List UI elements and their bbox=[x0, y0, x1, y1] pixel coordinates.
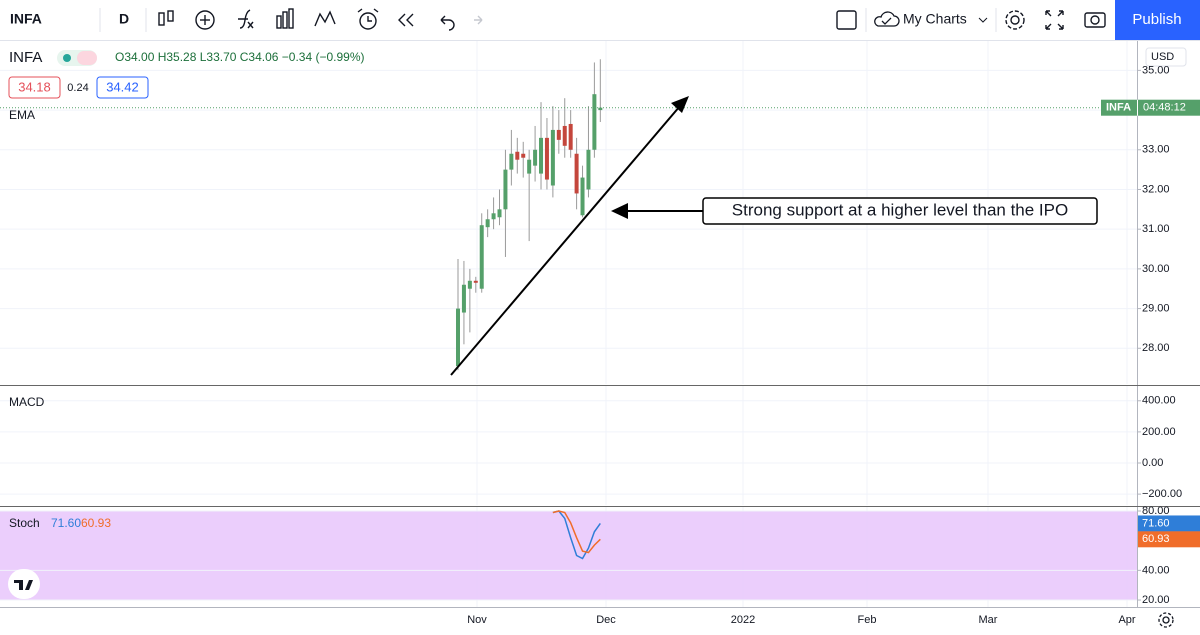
price-badge bbox=[1101, 99, 1200, 116]
y-tick-label: 30.00 bbox=[1142, 263, 1170, 275]
badge-value: 71.60 bbox=[1142, 517, 1170, 529]
x-tick-label: Apr bbox=[1118, 614, 1135, 626]
candle-body bbox=[515, 151, 520, 160]
pane-title: Stoch bbox=[9, 516, 40, 530]
y-tick-label: 20.00 bbox=[1142, 594, 1170, 606]
x-tick-label: Dec bbox=[596, 614, 616, 626]
ema-label: EMA bbox=[9, 108, 35, 122]
arrow-head bbox=[611, 203, 628, 219]
y-tick-label: 80.00 bbox=[1142, 505, 1170, 517]
bid: 34.18 bbox=[18, 79, 51, 94]
annotation-box bbox=[702, 197, 1098, 225]
annotation: Strong support at a higher level than th… bbox=[732, 200, 1068, 219]
publish-label[interactable]: Publish bbox=[1132, 11, 1181, 28]
dropdown-icon[interactable] bbox=[978, 17, 988, 23]
candle-body bbox=[574, 153, 579, 194]
y-tick-label: 33.00 bbox=[1142, 144, 1170, 156]
toolbar-icons-right[interactable] bbox=[1005, 10, 1106, 30]
y-tick-label: 40.00 bbox=[1142, 564, 1170, 576]
bid-box bbox=[8, 76, 61, 99]
status-dot bbox=[63, 54, 71, 62]
candle-body bbox=[503, 169, 508, 210]
legend-value: 60.93 bbox=[81, 516, 111, 530]
toolbar: INFA D My Charts Publish bbox=[0, 0, 1200, 41]
candle-body bbox=[456, 308, 460, 367]
candle-body bbox=[509, 153, 514, 170]
candle-body bbox=[461, 284, 466, 313]
stoch-band bbox=[0, 511, 1137, 601]
currency-box[interactable] bbox=[1145, 47, 1187, 67]
y-tick-label: 35.00 bbox=[1142, 64, 1170, 76]
ask-box bbox=[96, 76, 149, 99]
marks bbox=[0, 59, 1137, 560]
interval[interactable]: D bbox=[119, 11, 129, 27]
y-tick-label: 400.00 bbox=[1142, 395, 1176, 407]
candle-body bbox=[527, 159, 532, 174]
candle-body bbox=[580, 177, 585, 216]
settings-icon[interactable] bbox=[1158, 612, 1174, 628]
badge-countdown: 04:48:12 bbox=[1143, 102, 1186, 114]
legend-ohlc: O34.00 H35.28 L33.70 C34.06 −0.34 (−0.99… bbox=[115, 50, 365, 64]
y-tick-label: 31.00 bbox=[1142, 223, 1170, 235]
x-tick-label: Feb bbox=[858, 614, 877, 626]
publish-button[interactable] bbox=[1115, 0, 1200, 40]
x-tick-label: Nov bbox=[467, 614, 487, 626]
my-charts[interactable]: My Charts bbox=[903, 11, 967, 27]
pane-title: MACD bbox=[9, 395, 45, 409]
currency[interactable]: USD bbox=[1151, 51, 1174, 63]
candle-body bbox=[467, 280, 472, 289]
stoch-line bbox=[552, 510, 601, 560]
layout-icon[interactable] bbox=[836, 10, 857, 30]
candle-body bbox=[485, 219, 490, 228]
legend-symbol: INFA bbox=[9, 49, 42, 66]
drawings: Strong support at a higher level than th… bbox=[450, 96, 1098, 376]
arrow-head bbox=[671, 96, 689, 113]
y-tick-label: 0.00 bbox=[1142, 457, 1163, 469]
logo-bg[interactable] bbox=[8, 569, 40, 599]
candle-body bbox=[592, 94, 597, 150]
candle-body bbox=[521, 153, 526, 158]
y-tick-label: 28.00 bbox=[1142, 342, 1170, 354]
trend-line bbox=[450, 105, 681, 376]
candle-body bbox=[539, 137, 544, 174]
x-tick-label: 2022 bbox=[731, 614, 755, 626]
value-badge bbox=[1138, 515, 1200, 532]
y-tick-label: 200.00 bbox=[1142, 426, 1176, 438]
badge-value: 60.93 bbox=[1142, 533, 1170, 545]
spread: 0.24 bbox=[67, 82, 88, 94]
value-badge bbox=[1138, 531, 1200, 548]
candle-body bbox=[556, 129, 561, 140]
y-tick-label: 32.00 bbox=[1142, 183, 1170, 195]
status-delay bbox=[77, 51, 97, 65]
grid bbox=[0, 41, 1141, 607]
stoch-line bbox=[552, 510, 601, 554]
candle-body bbox=[479, 225, 484, 289]
candle-body bbox=[533, 149, 538, 166]
x-tick-label: Mar bbox=[979, 614, 998, 626]
candle-body bbox=[598, 107, 603, 111]
cloud-icon[interactable] bbox=[874, 11, 900, 27]
legend-value: 71.60 bbox=[51, 516, 81, 530]
symbol[interactable]: INFA bbox=[10, 11, 42, 27]
y-tick-label: 29.00 bbox=[1142, 302, 1170, 314]
toolbar-icons[interactable] bbox=[158, 8, 483, 31]
candle-body bbox=[544, 137, 549, 180]
ask: 34.42 bbox=[106, 79, 139, 94]
y-tick-label: −200.00 bbox=[1142, 488, 1182, 500]
candle-body bbox=[550, 129, 555, 186]
candle-body bbox=[586, 149, 591, 190]
badge-symbol: INFA bbox=[1106, 102, 1131, 114]
candle-body bbox=[497, 209, 502, 218]
candle-body bbox=[491, 213, 496, 220]
candle-body bbox=[568, 123, 573, 150]
candle-body bbox=[562, 125, 567, 146]
logo[interactable] bbox=[14, 580, 33, 590]
candle-body bbox=[473, 280, 478, 283]
